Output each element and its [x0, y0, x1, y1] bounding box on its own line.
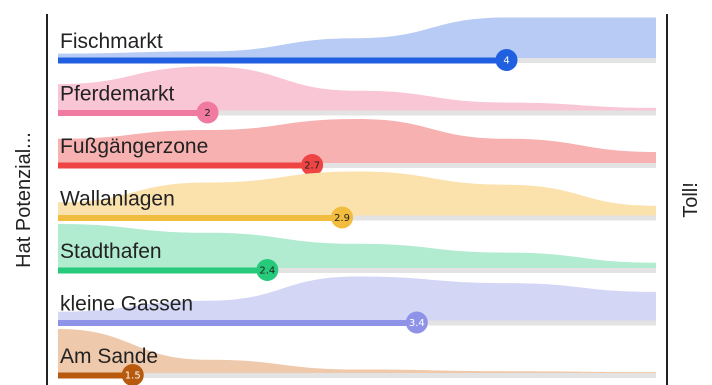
bar	[58, 215, 343, 221]
bar	[58, 320, 417, 326]
distribution-area	[58, 329, 656, 373]
distribution-area	[58, 66, 656, 111]
value-dot	[121, 364, 144, 385]
data-label: 4	[503, 56, 509, 67]
category-label: Wallanlagen	[60, 188, 175, 211]
category-label: Fischmarkt	[60, 30, 163, 53]
data-label: 3.4	[409, 318, 425, 329]
bar	[58, 162, 313, 169]
category-label: kleine Gassen	[60, 293, 193, 316]
bar	[58, 372, 133, 379]
bar	[58, 57, 507, 64]
value-dot	[405, 311, 428, 334]
data-label: 2.7	[304, 161, 320, 172]
value-dot	[331, 206, 354, 229]
distribution-area	[58, 276, 656, 321]
left-axis-label: Hat Potenzial...	[13, 132, 35, 268]
value-dot	[256, 259, 279, 281]
data-label: 1.5	[125, 371, 141, 382]
data-label: 2	[204, 108, 210, 119]
value-dot	[301, 154, 324, 176]
value-dot	[495, 49, 518, 71]
data-label: 2.9	[334, 213, 350, 224]
bar-track	[58, 163, 656, 168]
right-axis-label: Toll!	[680, 182, 702, 218]
bar	[58, 267, 268, 274]
bar-track	[58, 268, 656, 273]
bar-track	[58, 110, 656, 116]
distribution-area	[58, 119, 656, 163]
distribution-area	[58, 17, 656, 58]
category-label: Pferdemarkt	[60, 83, 175, 106]
bar-track	[58, 215, 656, 221]
value-dot	[196, 101, 219, 124]
category-label: Stadthafen	[60, 240, 162, 263]
data-label: 2.4	[259, 266, 275, 277]
chart-rows: Fischmarkt 4 Pferdemarkt 2 Fußgängerzone 2.7 W…	[58, 17, 656, 385]
category-label: Am Sande	[60, 345, 158, 368]
category-label: Fußgängerzone	[60, 135, 208, 158]
distribution-area	[58, 224, 656, 268]
bar-track	[58, 373, 656, 378]
distribution-area	[58, 171, 656, 216]
bar	[58, 110, 208, 116]
